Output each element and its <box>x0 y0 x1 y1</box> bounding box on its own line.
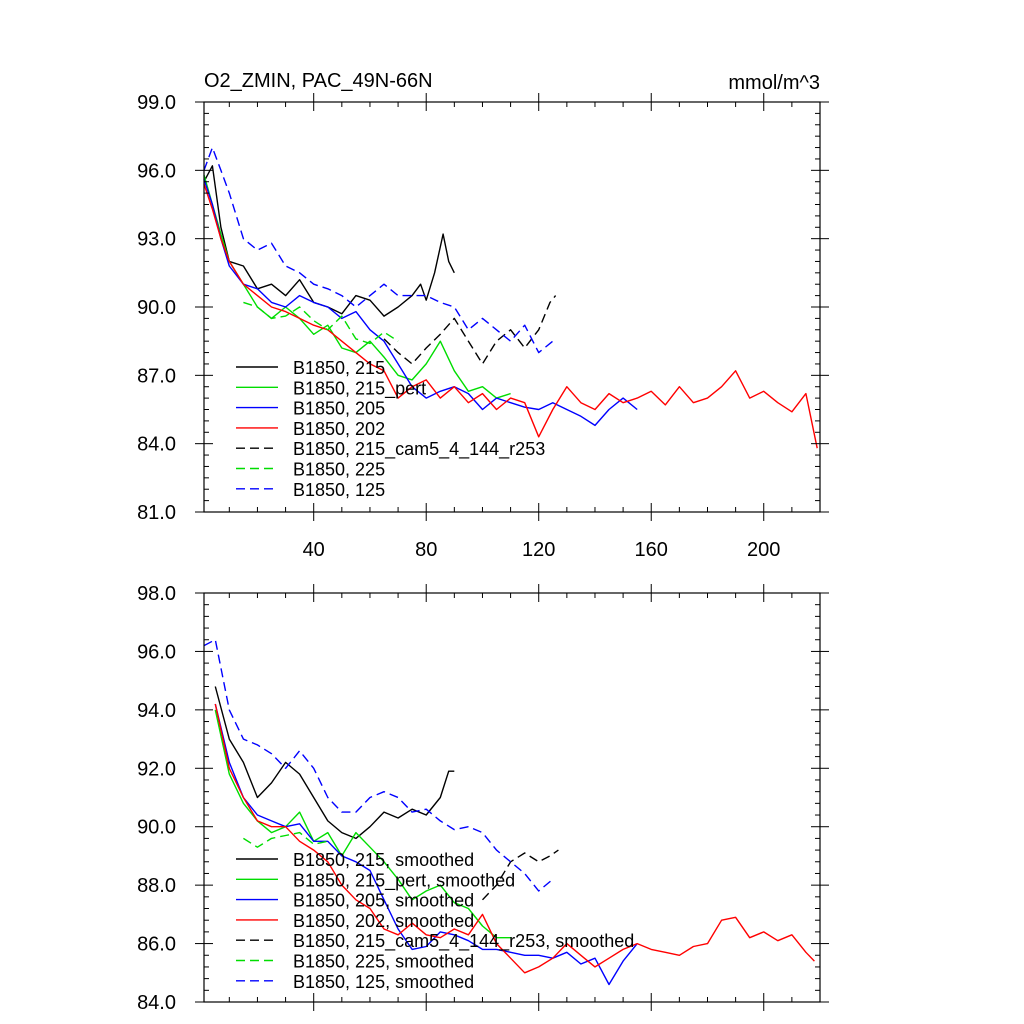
legend-label: B1850, 205, smoothed <box>293 891 474 911</box>
series-line-6 <box>243 831 328 848</box>
top-panel: 40 80 120 160 200 81.0 84.0 87.0 90.0 93.0 96.0 99.… <box>137 92 829 561</box>
y-tick-label: 94.0 <box>137 700 176 722</box>
y-tick-label: 98.0 <box>137 583 176 605</box>
x-tick-label: 120 <box>522 539 555 561</box>
legend-label: B1850, 125 <box>293 480 385 500</box>
y-tick-label: 90.0 <box>137 297 176 319</box>
series-line-1 <box>203 165 455 317</box>
legend-label: B1850, 215, smoothed <box>293 850 474 870</box>
legend-label: B1850, 215_pert <box>293 378 426 399</box>
legend-label: B1850, 215 <box>293 358 385 378</box>
legend-label: B1850, 215_cam5_4_144_r253 <box>293 439 545 460</box>
legend-label: B1850, 215_pert, smoothed <box>293 870 515 891</box>
series-line-4 <box>214 703 815 974</box>
y-tick-label: 99.0 <box>137 92 176 114</box>
plot-frame <box>203 592 821 1003</box>
y-tick-label: 88.0 <box>137 875 176 897</box>
bottom-panel: 84.0 86.0 88.0 90.0 92.0 94.0 96.0 98.0 B1850, 2… <box>137 583 829 1014</box>
series-line-7 <box>203 639 554 892</box>
series-line-5 <box>383 295 557 365</box>
legend-label: B1850, 225 <box>293 460 385 480</box>
y-tick-label: 84.0 <box>137 434 176 456</box>
units-label: mmol/m^3 <box>728 72 820 94</box>
y-tick-label: 92.0 <box>137 758 176 780</box>
legend-label: B1850, 215_cam5_4_144_r253, smoothed <box>293 931 634 952</box>
y-tick-label: 87.0 <box>137 365 176 387</box>
legend-label: B1850, 202 <box>293 419 385 439</box>
y-tick-label: 86.0 <box>137 934 176 956</box>
x-tick-label: 40 <box>303 539 325 561</box>
series-line-1 <box>214 686 455 840</box>
series-line-5 <box>481 849 559 901</box>
chart-title: O2_ZMIN, PAC_49N-66N <box>204 70 433 92</box>
legend-label: B1850, 225, smoothed <box>293 952 474 972</box>
legend-label: B1850, 205 <box>293 399 385 419</box>
x-tick-label: 200 <box>747 539 780 561</box>
series-line-2 <box>214 709 511 939</box>
x-tick-label: 160 <box>635 539 668 561</box>
legend-label: B1850, 125, smoothed <box>293 972 474 992</box>
y-tick-label: 93.0 <box>137 229 176 251</box>
series-line-7 <box>203 146 554 354</box>
y-tick-label: 81.0 <box>137 502 176 524</box>
series-line-4 <box>203 183 818 449</box>
y-tick-label: 90.0 <box>137 817 176 839</box>
series-line-6 <box>243 301 399 345</box>
legend-label: B1850, 202, smoothed <box>293 911 474 931</box>
y-tick-label: 84.0 <box>137 992 176 1014</box>
x-tick-label: 80 <box>415 539 437 561</box>
y-tick-label: 96.0 <box>137 641 176 663</box>
y-tick-label: 96.0 <box>137 160 176 182</box>
